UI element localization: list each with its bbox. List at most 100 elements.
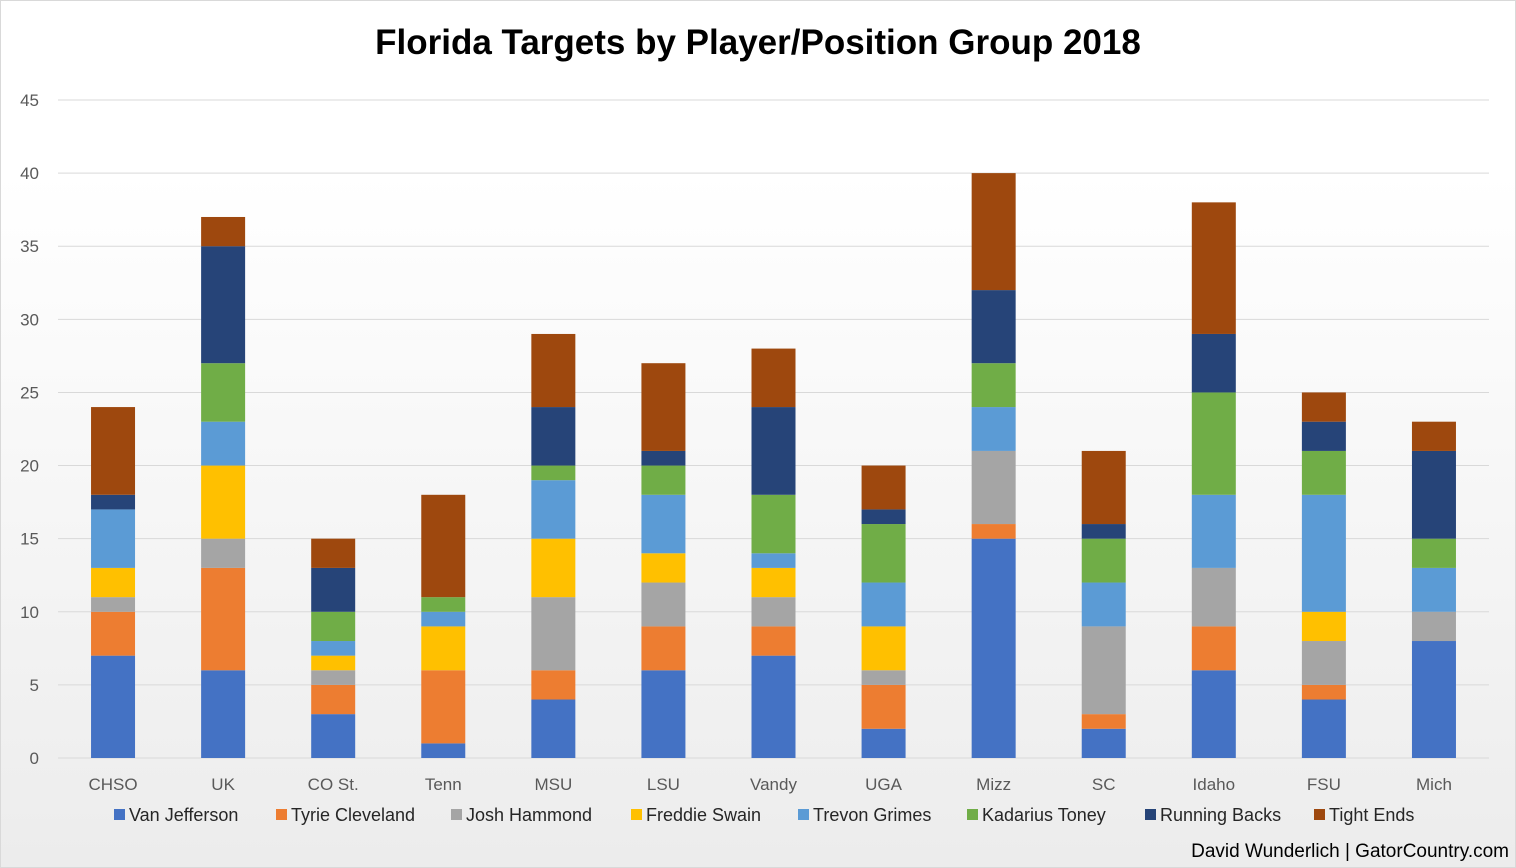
x-tick-label: Mizz bbox=[976, 775, 1011, 794]
legend-label: Kadarius Toney bbox=[982, 805, 1106, 825]
bar-segment bbox=[91, 509, 136, 568]
bar-segment bbox=[1301, 611, 1346, 642]
bar-segment bbox=[1301, 392, 1346, 422]
bar-segment bbox=[751, 626, 796, 656]
bar-segment bbox=[1081, 538, 1126, 583]
bar-segment bbox=[861, 684, 906, 729]
x-tick-label: Mich bbox=[1416, 775, 1452, 794]
x-tick-label: FSU bbox=[1307, 775, 1341, 794]
bar-segment bbox=[861, 465, 906, 510]
bar-segment bbox=[531, 670, 576, 700]
bar-segment bbox=[421, 611, 466, 627]
bar-segment bbox=[971, 173, 1016, 291]
bar-segment bbox=[861, 582, 906, 627]
bar-segment bbox=[971, 407, 1016, 451]
bar-segment bbox=[1191, 494, 1236, 568]
bar-segment bbox=[861, 728, 906, 758]
legend-swatch bbox=[1145, 809, 1156, 820]
bar-segment bbox=[751, 655, 796, 758]
y-tick-label: 5 bbox=[30, 676, 39, 695]
bar-segment bbox=[311, 641, 356, 656]
bar-segment bbox=[971, 538, 1016, 758]
bar-segment bbox=[311, 538, 356, 568]
legend-label: Tight Ends bbox=[1329, 805, 1414, 825]
bar-segment bbox=[861, 509, 906, 525]
bar-segment bbox=[751, 494, 796, 554]
credit-text: David Wunderlich | GatorCountry.com bbox=[1191, 841, 1509, 862]
bar-segment bbox=[1081, 582, 1126, 627]
legend-swatch bbox=[798, 809, 809, 820]
bar-segment bbox=[1081, 728, 1126, 758]
x-tick-label: Idaho bbox=[1193, 775, 1236, 794]
legend-label: Freddie Swain bbox=[646, 805, 761, 825]
bar-segment bbox=[861, 524, 906, 583]
bar-segment bbox=[91, 494, 136, 510]
x-tick-label: Vandy bbox=[750, 775, 797, 794]
x-tick-label: LSU bbox=[647, 775, 680, 794]
bar-segment bbox=[1411, 611, 1456, 642]
bar-segment bbox=[311, 567, 356, 612]
bar-segment bbox=[311, 670, 356, 685]
bar-segment bbox=[421, 670, 466, 744]
y-tick-label: 10 bbox=[20, 603, 39, 622]
bar-segment bbox=[1081, 714, 1126, 729]
bar-segment bbox=[1191, 392, 1236, 495]
bar-segment bbox=[1411, 567, 1456, 612]
bar-segment bbox=[201, 567, 246, 671]
x-tick-label: SC bbox=[1092, 775, 1116, 794]
bar-segment bbox=[971, 524, 1016, 539]
legend-swatch bbox=[114, 809, 125, 820]
bar-segment bbox=[1081, 450, 1126, 525]
bar-segment bbox=[311, 611, 356, 642]
legend-label: Van Jefferson bbox=[129, 805, 238, 825]
bar-segment bbox=[201, 246, 246, 364]
bar-segment bbox=[641, 494, 686, 554]
bar-segment bbox=[1301, 641, 1346, 685]
bar-segment bbox=[751, 597, 796, 627]
bar-segment bbox=[201, 421, 246, 466]
x-tick-label: UGA bbox=[865, 775, 903, 794]
bar-segment bbox=[751, 567, 796, 598]
bar-segment bbox=[421, 743, 466, 758]
y-tick-label: 30 bbox=[20, 310, 39, 329]
bar-segment bbox=[1411, 450, 1456, 539]
bar-segment bbox=[1301, 421, 1346, 451]
bar-segment bbox=[201, 363, 246, 422]
bar-segment bbox=[641, 553, 686, 583]
bar-segment bbox=[1301, 699, 1346, 758]
y-tick-label: 20 bbox=[20, 457, 39, 476]
bar-segment bbox=[201, 670, 246, 758]
bar-segment bbox=[1411, 538, 1456, 568]
bar-segment bbox=[91, 611, 136, 656]
legend-swatch bbox=[967, 809, 978, 820]
y-tick-label: 15 bbox=[20, 530, 39, 549]
bar-segment bbox=[971, 290, 1016, 364]
bar-segment bbox=[641, 670, 686, 758]
bar-segment bbox=[201, 538, 246, 568]
legend-swatch bbox=[276, 809, 287, 820]
bar-segment bbox=[1191, 567, 1236, 627]
legend-label: Tyrie Cleveland bbox=[291, 805, 415, 825]
bar-segment bbox=[641, 626, 686, 671]
x-tick-label: UK bbox=[211, 775, 235, 794]
bar-segment bbox=[311, 714, 356, 758]
bar-segment bbox=[861, 670, 906, 685]
legend-label: Josh Hammond bbox=[466, 805, 592, 825]
bar-segment bbox=[641, 450, 686, 466]
bar-segment bbox=[201, 465, 246, 539]
y-tick-label: 45 bbox=[20, 91, 39, 110]
bar-segment bbox=[421, 626, 466, 671]
bar-segment bbox=[91, 597, 136, 612]
bar-segment bbox=[1081, 626, 1126, 715]
bar-segment bbox=[641, 582, 686, 627]
legend-swatch bbox=[1314, 809, 1325, 820]
bar-segment bbox=[1191, 333, 1236, 393]
y-tick-label: 25 bbox=[20, 383, 39, 402]
bar-segment bbox=[641, 363, 686, 451]
bar-segment bbox=[531, 480, 576, 539]
bar-segment bbox=[201, 216, 246, 247]
bar-segment bbox=[91, 655, 136, 758]
bar-segment bbox=[311, 655, 356, 671]
